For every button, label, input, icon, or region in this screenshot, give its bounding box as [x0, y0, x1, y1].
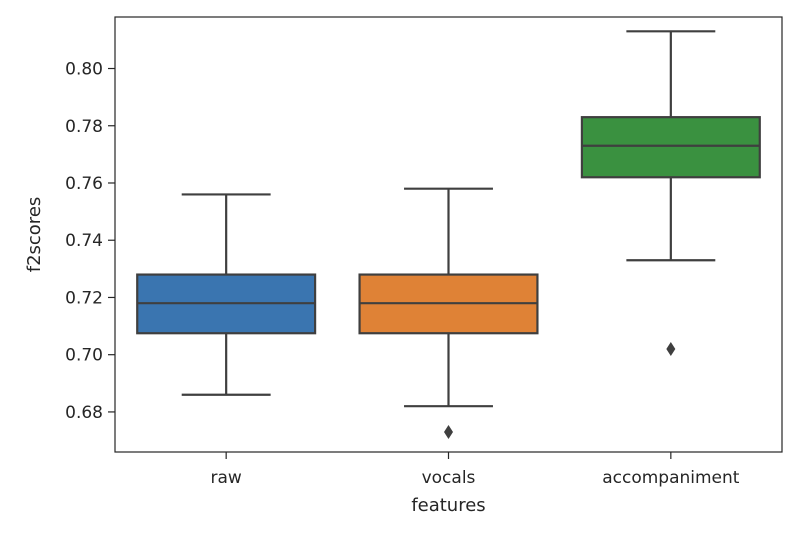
outlier-point: [666, 341, 676, 356]
box-vocals: [358, 187, 539, 439]
y-axis-label: f2scores: [24, 197, 45, 273]
y-tick-label: 0.78: [65, 117, 103, 137]
y-tick-label: 0.76: [65, 174, 103, 194]
boxes-group: [136, 30, 761, 439]
x-axis-label: features: [411, 495, 485, 516]
y-tick-label: 0.72: [65, 288, 103, 308]
x-axis: raw vocals accompaniment: [211, 452, 740, 488]
outlier-point: [444, 424, 453, 439]
iqr-box: [580, 116, 761, 179]
y-tick-label: 0.68: [65, 403, 103, 423]
box-accompaniment: [580, 30, 761, 356]
y-tick-label: 0.80: [65, 60, 103, 80]
y-tick-label: 0.74: [65, 231, 103, 251]
x-tick-label: raw: [211, 468, 242, 488]
x-tick-label: accompaniment: [602, 468, 740, 488]
y-axis: 0.68 0.70 0.72 0.74 0.76 0.78 0.80: [65, 60, 115, 423]
x-tick-label: vocals: [422, 468, 476, 488]
y-tick-label: 0.70: [65, 346, 103, 366]
box-raw: [136, 193, 317, 396]
